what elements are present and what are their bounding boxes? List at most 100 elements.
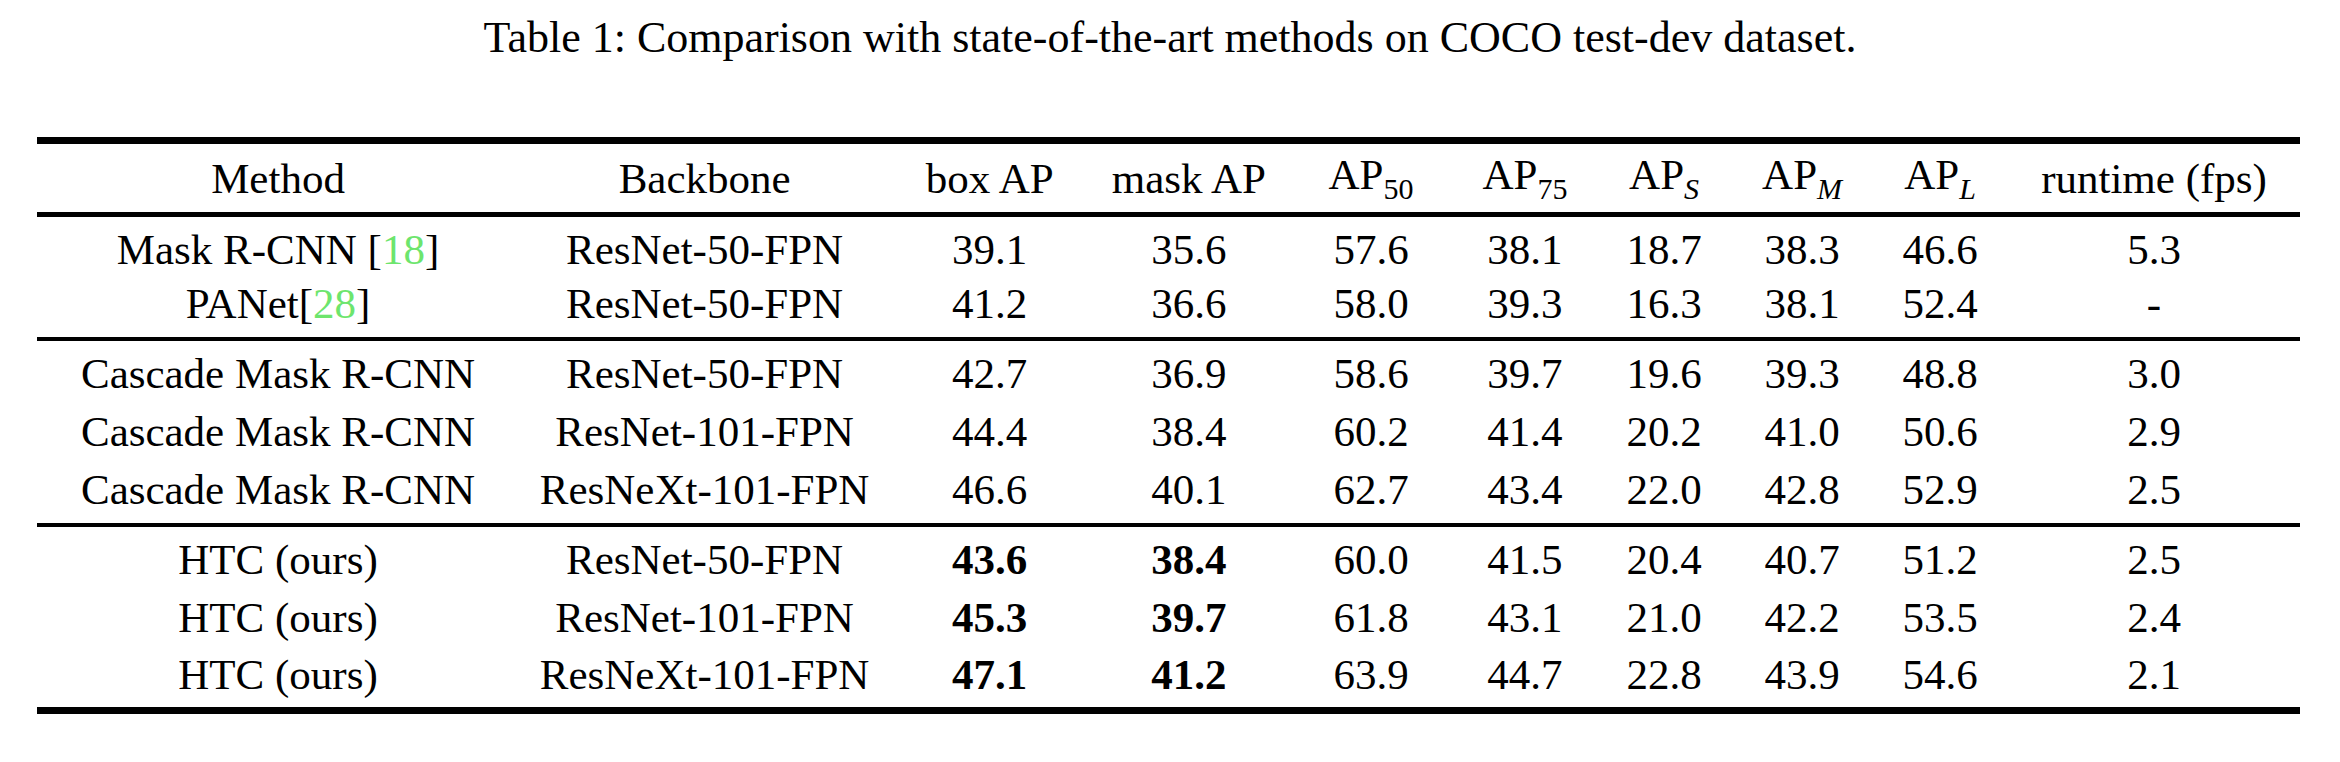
header-row: MethodBackbonebox APmask APAP50AP75APSAP… [37, 141, 2300, 215]
value-cell: 41.2 [1089, 649, 1288, 711]
value-cell: 41.2 [890, 277, 1089, 339]
col-header-method: Method [37, 141, 519, 215]
value-cell: 5.3 [2008, 215, 2300, 277]
value-cell: 38.1 [1732, 277, 1872, 339]
value-cell: 44.7 [1454, 649, 1597, 711]
value-cell: 38.4 [1089, 525, 1288, 587]
backbone-cell: ResNeXt-101-FPN [519, 649, 890, 711]
col-header-runtime-fps: runtime (fps) [2008, 141, 2300, 215]
value-cell: 43.1 [1454, 587, 1597, 649]
value-cell: 20.2 [1596, 401, 1732, 463]
backbone-cell: ResNet-101-FPN [519, 401, 890, 463]
value-cell: 22.0 [1596, 463, 1732, 525]
value-cell: 40.1 [1089, 463, 1288, 525]
value-cell: 46.6 [890, 463, 1089, 525]
value-cell: 46.6 [1872, 215, 2008, 277]
backbone-cell: ResNet-50-FPN [519, 277, 890, 339]
method-cell: HTC (ours) [37, 525, 519, 587]
value-cell: 19.6 [1596, 339, 1732, 401]
value-cell: 2.1 [2008, 649, 2300, 711]
value-cell: 39.1 [890, 215, 1089, 277]
value-cell: 60.2 [1288, 401, 1453, 463]
value-cell: 45.3 [890, 587, 1089, 649]
method-cell: HTC (ours) [37, 649, 519, 711]
value-cell: - [2008, 277, 2300, 339]
value-cell: 36.9 [1089, 339, 1288, 401]
col-header-backbone: Backbone [519, 141, 890, 215]
value-cell: 38.4 [1089, 401, 1288, 463]
table-row: HTC (ours) ResNet-101-FPN45.339.761.843.1… [37, 587, 2300, 649]
value-cell: 47.1 [890, 649, 1089, 711]
group-htc-ours: HTC (ours)ResNet-50-FPN43.638.460.041.52… [37, 525, 2300, 711]
backbone-cell: ResNet-50-FPN [519, 525, 890, 587]
value-cell: 21.0 [1596, 587, 1732, 649]
value-cell: 51.2 [1872, 525, 2008, 587]
method-text: Cascade Mask R-CNN [81, 350, 475, 397]
value-cell: 43.9 [1732, 649, 1872, 711]
value-cell: 44.4 [890, 401, 1089, 463]
value-cell: 39.3 [1732, 339, 1872, 401]
table-row: Cascade Mask R-CNN ResNeXt-101-FPN46.640.… [37, 463, 2300, 525]
method-cell: Cascade Mask R-CNN [37, 401, 519, 463]
method-cell: HTC (ours) [37, 587, 519, 649]
value-cell: 38.1 [1454, 215, 1597, 277]
value-cell: 60.0 [1288, 525, 1453, 587]
col-header-ap50: AP50 [1288, 141, 1453, 215]
value-cell: 61.8 [1288, 587, 1453, 649]
citation-link[interactable]: 28 [313, 280, 356, 327]
col-header-aps: APS [1596, 141, 1732, 215]
table-header: MethodBackbonebox APmask APAP50AP75APSAP… [37, 141, 2300, 215]
method-cell: PANet[28] [37, 277, 519, 339]
value-cell: 22.8 [1596, 649, 1732, 711]
value-cell: 42.2 [1732, 587, 1872, 649]
value-cell: 3.0 [2008, 339, 2300, 401]
value-cell: 50.6 [1872, 401, 2008, 463]
value-cell: 2.9 [2008, 401, 2300, 463]
table-row: HTC (ours)ResNet-50-FPN43.638.460.041.52… [37, 525, 2300, 587]
value-cell: 42.7 [890, 339, 1089, 401]
value-cell: 42.8 [1732, 463, 1872, 525]
col-header-subscript: S [1684, 172, 1699, 205]
value-cell: 36.6 [1089, 277, 1288, 339]
table-row: Mask R-CNN [18]ResNet-50-FPN39.135.657.6… [37, 215, 2300, 277]
value-cell: 54.6 [1872, 649, 2008, 711]
value-cell: 39.7 [1089, 587, 1288, 649]
method-text: Cascade Mask R-CNN [81, 408, 475, 455]
value-cell: 58.6 [1288, 339, 1453, 401]
col-header-ap75: AP75 [1454, 141, 1597, 215]
value-cell: 2.5 [2008, 525, 2300, 587]
value-cell: 39.3 [1454, 277, 1597, 339]
value-cell: 52.9 [1872, 463, 2008, 525]
method-cell: Cascade Mask R-CNN [37, 463, 519, 525]
value-cell: 48.8 [1872, 339, 2008, 401]
value-cell: 43.6 [890, 525, 1089, 587]
group-sota: Mask R-CNN [18]ResNet-50-FPN39.135.657.6… [37, 215, 2300, 339]
col-header-subscript: 50 [1384, 172, 1414, 205]
value-cell: 2.5 [2008, 463, 2300, 525]
backbone-cell: ResNeXt-101-FPN [519, 463, 890, 525]
method-text: Cascade Mask R-CNN [81, 466, 475, 513]
value-cell: 41.4 [1454, 401, 1597, 463]
backbone-cell: ResNet-50-FPN [519, 215, 890, 277]
citation-link[interactable]: 18 [382, 226, 425, 273]
table-row: PANet[28]ResNet-50-FPN41.236.658.039.316… [37, 277, 2300, 339]
col-header-subscript: L [1959, 172, 1976, 205]
value-cell: 63.9 [1288, 649, 1453, 711]
col-header-mask-ap: mask AP [1089, 141, 1288, 215]
method-cell: Mask R-CNN [18] [37, 215, 519, 277]
method-text: Mask R-CNN [ [117, 226, 382, 273]
col-header-box-ap: box AP [890, 141, 1089, 215]
value-cell: 52.4 [1872, 277, 2008, 339]
value-cell: 18.7 [1596, 215, 1732, 277]
value-cell: 39.7 [1454, 339, 1597, 401]
value-cell: 35.6 [1089, 215, 1288, 277]
method-text: HTC (ours) [178, 594, 377, 641]
method-text: HTC (ours) [178, 651, 377, 698]
value-cell: 43.4 [1454, 463, 1597, 525]
backbone-cell: ResNet-101-FPN [519, 587, 890, 649]
method-text: PANet[ [186, 280, 313, 327]
value-cell: 38.3 [1732, 215, 1872, 277]
value-cell: 57.6 [1288, 215, 1453, 277]
value-cell: 53.5 [1872, 587, 2008, 649]
col-header-apm: APM [1732, 141, 1872, 215]
